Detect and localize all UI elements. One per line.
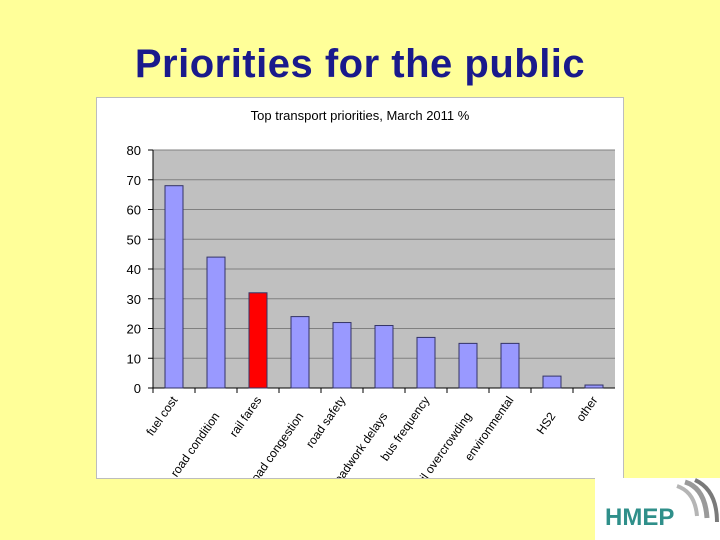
bar-road-condition [206,256,226,389]
x-tick-label: road condition [168,410,223,478]
logo-text: HMEP [605,504,675,531]
y-tick-label: 50 [127,232,141,247]
x-tick-label: road safety [303,394,349,451]
y-tick-label: 30 [127,292,141,307]
y-tick-label: 0 [134,381,141,396]
x-tick-label: environmental [462,394,517,464]
bar-rail-overcrowding [458,342,478,389]
bar-HS2 [542,375,562,389]
y-tick-label: 60 [127,203,141,218]
y-tick-label: 20 [127,322,141,337]
x-tick-label: rail fares [227,394,265,440]
bar-bus-frequency [416,336,436,389]
x-tick-label: other [573,394,600,424]
x-tick-label: fuel cost [143,393,180,438]
y-tick-label: 40 [127,262,141,277]
bar-environmental [500,342,520,389]
y-tick-label: 70 [127,173,141,188]
bar-chart: Top transport priorities, March 2011 % 0… [127,108,615,478]
bar-road-congestion [290,316,310,389]
bar-roadwork-delays [374,325,394,389]
logo-swoosh-icon [676,478,719,523]
x-tick-label: HS2 [534,409,559,436]
x-tick-label: road congestion [246,410,306,478]
slide-title: Priorities for the public [134,42,586,86]
y-tick-label: 80 [127,143,141,158]
x-tick-label: roadwork delays [329,410,391,478]
x-tick-label: rail overcrowding [411,410,474,478]
bar-road-safety [332,322,352,389]
bar-fuel-cost [164,185,184,389]
bar-other [584,384,604,389]
chart-title: Top transport priorities, March 2011 % [251,108,470,123]
y-tick-label: 10 [127,351,141,366]
bar-rail-fares [248,292,268,389]
chart-frame: Top transport priorities, March 2011 % 0… [96,97,624,479]
x-tick-label: bus frequency [378,394,433,464]
hmep-logo: HMEP [595,478,720,540]
